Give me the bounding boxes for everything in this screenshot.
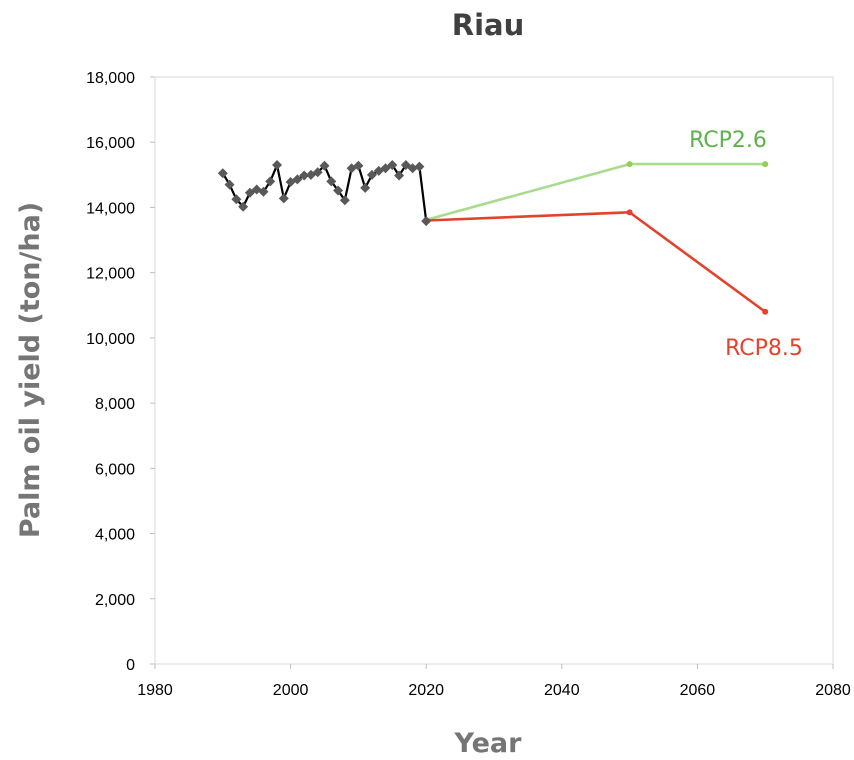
- data-point-historical: [380, 163, 391, 174]
- data-point-historical: [421, 216, 432, 227]
- x-axis-title: Year: [454, 728, 523, 759]
- x-tick-label: 2040: [544, 682, 580, 699]
- data-point-historical: [326, 176, 337, 187]
- y-tick-label: 12,000: [86, 266, 135, 283]
- y-tick-label: 14,000: [86, 200, 135, 217]
- data-point-historical: [414, 161, 425, 172]
- data-point-rcp26: [762, 161, 769, 168]
- plot-area-frame: [154, 76, 834, 665]
- x-tick-label: 2060: [680, 682, 716, 699]
- data-point-historical: [360, 182, 371, 193]
- data-point-historical: [292, 174, 303, 185]
- x-tick-label: 2020: [408, 682, 444, 699]
- data-point-historical: [400, 160, 411, 171]
- data-point-historical: [366, 169, 377, 180]
- y-tick-label: 6,000: [95, 461, 135, 478]
- data-point-rcp85: [762, 308, 769, 315]
- y-axis: 0 2,000 4,000 6,000 8,000 10,000 12,000 14,000 1…: [86, 70, 155, 674]
- x-axis: 1980 2000 2020 2040 2060 2080: [137, 664, 851, 699]
- series-rcp26: [423, 161, 769, 223]
- series-label-rcp26: RCP2.6: [689, 128, 767, 153]
- data-point-rcp85: [626, 209, 633, 216]
- data-point-historical: [387, 160, 398, 171]
- x-tick-label: 1980: [137, 682, 173, 699]
- series-label-rcp85: RCP8.5: [725, 336, 803, 361]
- data-point-historical: [394, 170, 405, 181]
- data-point-historical: [312, 167, 323, 178]
- data-point-historical: [333, 185, 344, 196]
- data-point-historical: [238, 201, 249, 212]
- data-point-historical: [299, 170, 310, 181]
- data-point-historical: [319, 160, 330, 171]
- y-tick-label: 2,000: [95, 592, 135, 609]
- data-point-historical: [272, 160, 283, 171]
- y-tick-label: 18,000: [86, 70, 135, 87]
- series-layer: [217, 160, 769, 315]
- data-point-historical: [231, 194, 242, 205]
- data-point-historical: [353, 160, 364, 171]
- data-point-historical: [407, 163, 418, 174]
- data-point-historical: [224, 179, 235, 190]
- x-tick-label: 2080: [815, 682, 851, 699]
- data-point-historical: [258, 186, 269, 197]
- y-tick-label: 10,000: [86, 331, 135, 348]
- y-tick-label: 16,000: [86, 135, 135, 152]
- y-axis-title: Palm oil yield (ton/ha): [15, 202, 46, 538]
- data-point-historical: [278, 193, 289, 204]
- data-point-historical: [339, 195, 350, 206]
- series-historical: [217, 160, 432, 227]
- data-point-historical: [244, 187, 255, 198]
- data-point-historical: [265, 176, 276, 187]
- data-point-rcp26: [626, 161, 633, 168]
- y-tick-label: 4,000: [95, 527, 135, 544]
- data-point-historical: [217, 168, 228, 179]
- y-tick-label: 0: [126, 657, 135, 674]
- series-line-rcp85: [426, 211, 766, 313]
- chart-title: Riau: [452, 8, 525, 42]
- x-tick-label: 2000: [273, 682, 309, 699]
- series-line-rcp26: [425, 162, 766, 222]
- series-rcp85: [423, 209, 769, 315]
- y-tick-label: 8,000: [95, 396, 135, 413]
